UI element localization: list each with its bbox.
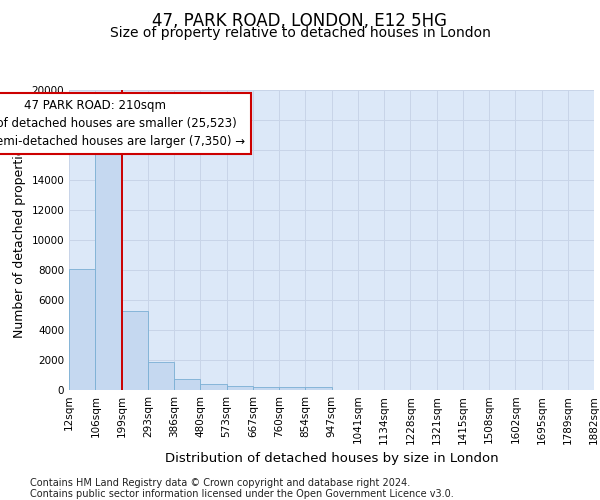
Text: 47, PARK ROAD, LONDON, E12 5HG: 47, PARK ROAD, LONDON, E12 5HG: [152, 12, 448, 30]
Bar: [95, 142, 121, 390]
Bar: [121, 310, 148, 390]
Text: 47 PARK ROAD: 210sqm
← 77% of detached houses are smaller (25,523)
22% of semi-d: 47 PARK ROAD: 210sqm ← 77% of detached h…: [0, 99, 245, 148]
Bar: [227, 386, 253, 390]
Text: Size of property relative to detached houses in London: Size of property relative to detached ho…: [110, 26, 490, 40]
Bar: [69, 268, 95, 390]
Y-axis label: Number of detached properties: Number of detached properties: [13, 142, 26, 338]
Bar: [148, 362, 174, 390]
X-axis label: Distribution of detached houses by size in London: Distribution of detached houses by size …: [164, 452, 499, 465]
Bar: [305, 388, 331, 390]
Bar: [253, 386, 279, 390]
Bar: [279, 387, 305, 390]
Text: Contains HM Land Registry data © Crown copyright and database right 2024.: Contains HM Land Registry data © Crown c…: [30, 478, 410, 488]
Bar: [174, 379, 200, 390]
Bar: [200, 384, 227, 390]
Text: Contains public sector information licensed under the Open Government Licence v3: Contains public sector information licen…: [30, 489, 454, 499]
